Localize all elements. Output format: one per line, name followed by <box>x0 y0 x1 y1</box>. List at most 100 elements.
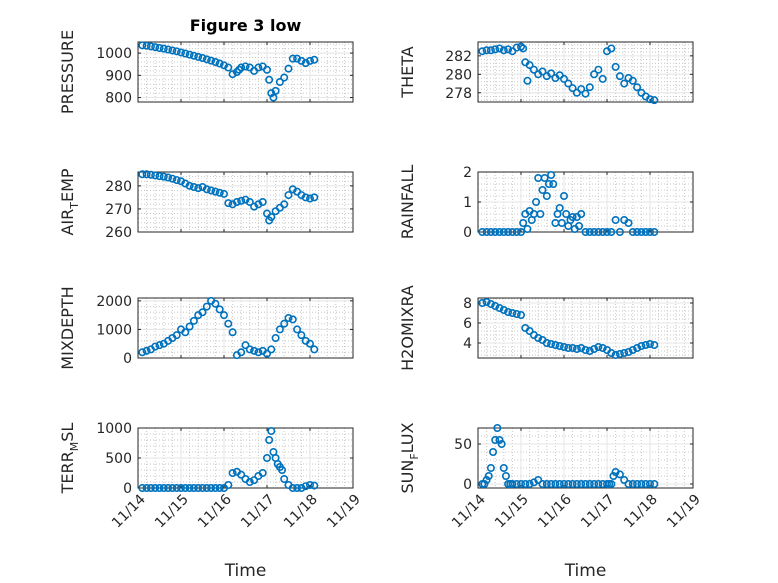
data-point <box>501 471 510 480</box>
data-point <box>194 483 203 492</box>
data-point <box>202 302 211 311</box>
data-point <box>177 48 186 57</box>
y-axis-label: PRESSURE <box>58 30 77 114</box>
data-point <box>305 56 314 65</box>
data-point <box>310 345 319 354</box>
data-point <box>202 185 211 194</box>
data-point <box>262 65 271 74</box>
data-point <box>486 46 495 55</box>
x-tick-label: 11/17 <box>238 492 278 532</box>
data-point <box>544 180 553 189</box>
data-point <box>172 331 181 340</box>
x-axis-label: Time <box>564 561 607 581</box>
data-point <box>280 200 289 209</box>
subplot-3: 260 270 280 AIRTEMP <box>58 168 354 241</box>
data-point <box>305 339 314 348</box>
chart-title: Figure 3 low <box>190 16 302 35</box>
data-point <box>280 73 289 82</box>
data-point <box>293 483 302 492</box>
subplot-1: 800 900 1000 PRESSURE Figure 3 low <box>58 16 354 114</box>
data-point <box>202 483 211 492</box>
y-tick-label: 1000 <box>96 46 132 62</box>
data-point <box>512 309 521 318</box>
subplot-4: 0 1 2 RAINFALL <box>398 165 694 241</box>
data-point <box>207 186 216 195</box>
data-point <box>512 479 521 488</box>
x-tick-label: 11/15 <box>492 492 532 532</box>
data-point <box>151 342 160 351</box>
data-point <box>215 483 224 492</box>
data-point <box>185 322 194 331</box>
data-point <box>235 65 244 74</box>
y-tick-label: 900 <box>105 68 132 84</box>
data-point <box>232 198 241 207</box>
data-point <box>564 343 573 352</box>
data-point <box>538 67 547 76</box>
y-tick-label: 1 <box>463 195 472 211</box>
data-point <box>267 89 276 98</box>
data-point <box>297 483 306 492</box>
data-point <box>594 479 603 488</box>
data-point <box>142 483 151 492</box>
data-point <box>542 479 551 488</box>
x-tick-label: 11/17 <box>578 492 618 532</box>
data-point <box>267 345 276 354</box>
data-point <box>254 63 263 72</box>
data-point <box>228 70 237 79</box>
data-point <box>305 194 314 203</box>
data-point <box>585 479 594 488</box>
data-point <box>497 439 506 448</box>
data-point <box>624 219 633 228</box>
y-axis-label: AIRTEMP <box>58 168 81 235</box>
data-point <box>168 174 177 183</box>
data-point <box>607 479 616 488</box>
data-point <box>254 348 263 357</box>
data-point <box>159 44 168 53</box>
data-point <box>577 479 586 488</box>
data-point <box>280 474 289 483</box>
data-point <box>493 423 502 432</box>
data-point <box>516 310 525 319</box>
data-point <box>598 228 607 237</box>
data-point <box>645 228 654 237</box>
data-point <box>508 228 517 237</box>
data-point <box>607 348 616 357</box>
data-point <box>164 483 173 492</box>
data-point <box>478 228 487 237</box>
data-point <box>185 483 194 492</box>
y-tick-label: 2 <box>463 165 472 181</box>
data-point <box>521 479 530 488</box>
data-point <box>155 483 164 492</box>
data-point <box>590 228 599 237</box>
data-point <box>615 228 624 237</box>
data-point <box>297 331 306 340</box>
data-point <box>151 171 160 180</box>
data-point <box>491 301 500 310</box>
data-point <box>491 228 500 237</box>
data-point <box>542 192 551 201</box>
data-point <box>211 187 220 196</box>
data-point <box>168 46 177 55</box>
data-point <box>172 176 181 185</box>
data-point <box>198 308 207 317</box>
data-point <box>194 52 203 61</box>
data-point <box>278 465 287 474</box>
data-point <box>633 343 642 352</box>
data-point <box>555 204 564 213</box>
data-point <box>265 75 274 84</box>
data-point <box>269 93 278 102</box>
data-point <box>155 341 164 350</box>
data-point <box>620 348 629 357</box>
data-point <box>142 170 151 179</box>
data-point <box>164 173 173 182</box>
subplot-7: 0 500 1000 11/14 11/15 11/16 11/17 11/18 11/19 TE… <box>58 421 364 581</box>
data-point <box>499 46 508 55</box>
y-tick-label: 282 <box>445 49 472 65</box>
data-point <box>211 483 220 492</box>
data-point <box>547 479 556 488</box>
data-point <box>637 341 646 350</box>
data-point <box>628 479 637 488</box>
x-tick-label: 11/19 <box>324 492 364 532</box>
data-point <box>645 339 654 348</box>
